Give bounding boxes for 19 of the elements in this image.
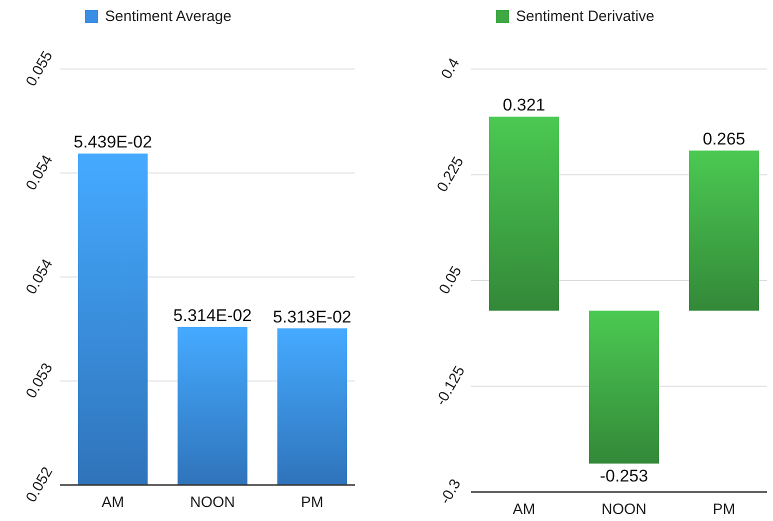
data-label: 5.439E-02 bbox=[74, 132, 152, 152]
bar bbox=[689, 150, 759, 311]
bar bbox=[489, 116, 559, 311]
y-tick-label: 0.4 bbox=[438, 55, 464, 82]
data-label: 5.313E-02 bbox=[272, 307, 352, 326]
data-label: 0.265 bbox=[702, 130, 746, 149]
legend-label: Sentiment Average bbox=[105, 8, 232, 25]
data-label: -0.253 bbox=[600, 466, 648, 486]
x-tick-label: NOON bbox=[602, 501, 646, 518]
x-tick-label: PM bbox=[712, 501, 736, 518]
x-tick-label: AM bbox=[512, 501, 536, 518]
data-label: 5.314E-02 bbox=[173, 306, 252, 325]
y-tick-label: -0.3 bbox=[436, 476, 464, 508]
legend-label: Sentiment Derivative bbox=[516, 8, 654, 25]
x-tick-label: PM bbox=[300, 494, 324, 511]
x-tick-label: AM bbox=[102, 494, 124, 511]
data-label: 0.321 bbox=[502, 96, 546, 115]
bar bbox=[589, 310, 659, 464]
x-tick-label: NOON bbox=[190, 494, 235, 511]
